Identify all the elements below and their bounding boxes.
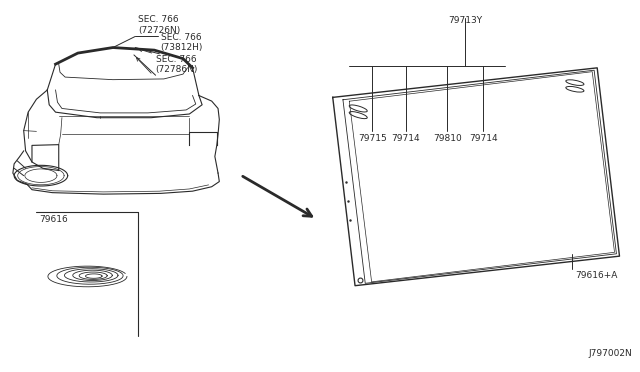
Text: SEC. 766
(72726N): SEC. 766 (72726N)	[138, 15, 180, 35]
Text: J797002N: J797002N	[589, 349, 632, 358]
Text: 79616: 79616	[40, 215, 68, 224]
Text: 79810: 79810	[433, 134, 462, 143]
Text: 79714: 79714	[392, 134, 420, 143]
Text: SEC. 766
(72786N): SEC. 766 (72786N)	[156, 55, 198, 74]
Text: 79715: 79715	[358, 134, 387, 143]
Text: 79713Y: 79713Y	[448, 16, 483, 25]
Text: 79714: 79714	[469, 134, 497, 143]
Text: SEC. 766
(73812H): SEC. 766 (73812H)	[161, 33, 203, 52]
Text: 79616+A: 79616+A	[575, 271, 617, 280]
